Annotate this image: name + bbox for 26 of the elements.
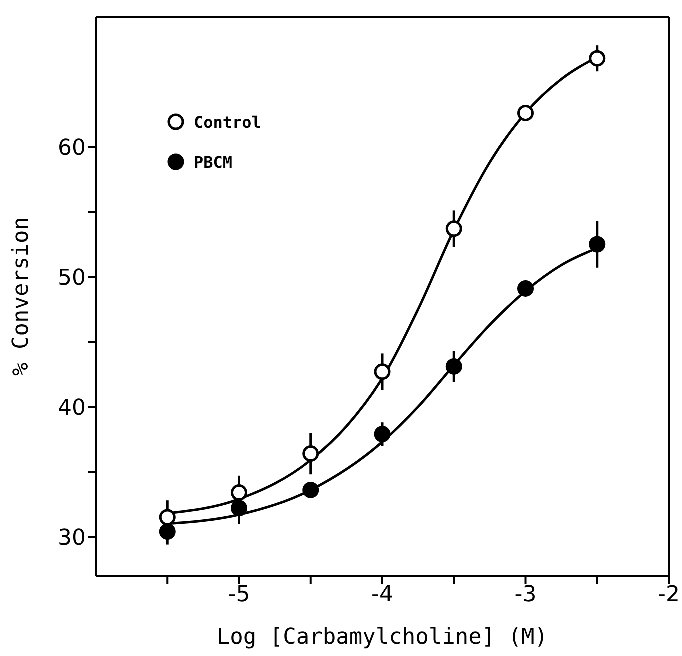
point: [374, 364, 391, 380]
legend-label: PBCM: [194, 153, 233, 172]
y-tick-label: 40: [58, 396, 86, 421]
x-tick-label: -3: [514, 582, 537, 608]
y-axis-title: % Conversion: [9, 217, 34, 376]
point: [446, 358, 462, 375]
point: [518, 280, 534, 297]
point: [374, 426, 391, 443]
point: [231, 484, 248, 502]
point: [302, 446, 320, 462]
point: [231, 500, 248, 517]
point: [518, 104, 534, 122]
y-tick-label: 50: [58, 266, 86, 291]
point: [589, 50, 606, 67]
x-axis-title: Log [Carbamylcholine] (M): [216, 625, 548, 650]
point: [159, 509, 176, 526]
point: [159, 524, 176, 540]
point: [302, 482, 320, 498]
point: [589, 236, 606, 253]
x-tick-label: -5: [228, 582, 250, 608]
y-tick-label: 60: [58, 136, 86, 161]
x-tick-label: -2: [658, 582, 680, 608]
legend-label: Control: [194, 113, 262, 132]
x-tick-label: -4: [372, 582, 394, 608]
y-tick-label: 30: [58, 526, 86, 551]
point: [446, 220, 462, 238]
